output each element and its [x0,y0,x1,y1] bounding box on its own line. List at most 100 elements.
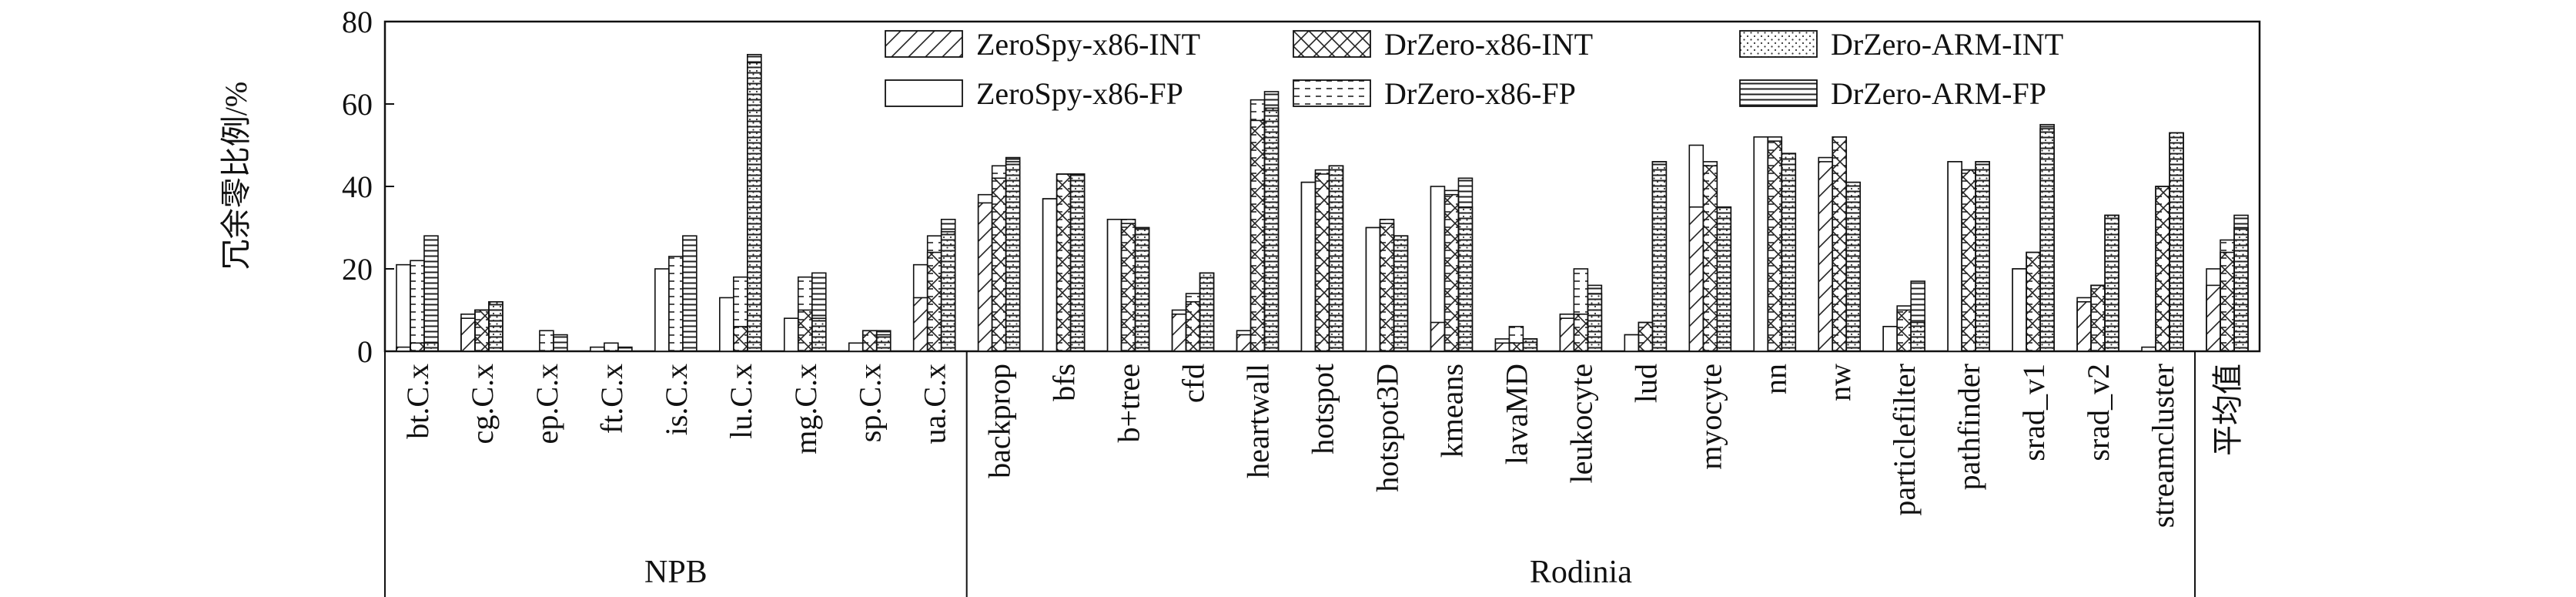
category-label: hotspot3D [1370,364,1404,492]
category-label: heartwall [1241,364,1276,478]
bar-zerospy-x86-int-0 [396,346,411,352]
bar-drzero-arm-int-13 [1263,107,1280,352]
bar-drzero-x86-int-12 [1185,300,1201,352]
y-tick-label: 0 [357,334,373,369]
bar-drzero-arm-int-18 [1587,293,1603,352]
bar-drzero-x86-int-9 [991,177,1007,352]
category-label: bfs [1047,364,1082,401]
category-label: cfd [1176,364,1211,403]
category-label: srad_v1 [2016,364,2051,461]
bar-zerospy-x86-fp-6 [783,317,799,352]
bar-zerospy-x86-fp-25 [2012,268,2027,352]
bar-drzero-arm-fp-10 [1069,173,1086,352]
bar-zerospy-x86-int-22 [1818,161,1834,352]
bar-drzero-x86-int-5 [733,326,748,352]
bar-drzero-arm-fp-15 [1393,235,1409,352]
group-label: Rodinia [1530,555,1632,590]
bar-drzero-x86-fp-2 [539,330,554,352]
legend: ZeroSpy-x86-INT DrZero-x86-INT DrZero-ARM-… [885,27,2063,111]
category-label: kmeans [1434,364,1469,458]
category-label: cg.C.x [465,364,500,444]
legend-label: DrZero-x86-INT [1384,27,1593,62]
bar-drzero-x86-int-11 [1120,223,1136,352]
category-label: hotspot [1306,364,1340,454]
bar-drzero-arm-int-28 [2233,226,2249,352]
bar-drzero-x86-fp-3 [604,342,619,352]
category-label: 平均值 [2210,364,2245,456]
bar-drzero-arm-int-7 [875,334,892,352]
bar-drzero-arm-fp-24 [1975,161,1990,352]
bar-drzero-arm-fp-20 [1716,206,1732,352]
y-tick-label: 20 [342,252,373,287]
bar-drzero-arm-int-9 [1005,161,1021,352]
bar-zerospy-x86-int-26 [2076,300,2092,352]
bar-zerospy-x86-int-28 [2206,284,2221,352]
bar-zerospy-x86-fp-23 [1882,326,1898,352]
bar-drzero-x86-int-20 [1702,165,1718,352]
bar-drzero-x86-fp-26 [2090,284,2106,352]
legend-swatch [1739,79,1818,107]
bar-drzero-x86-fp-24 [1961,169,1976,352]
bar-drzero-arm-int-23 [1910,321,1925,352]
bar-drzero-arm-fp-14 [1328,165,1344,352]
bar-drzero-x86-fp-22 [1832,136,1848,352]
legend-label: ZeroSpy-x86-FP [976,76,1183,111]
bar-drzero-x86-fp-7 [861,330,878,352]
bar-drzero-arm-fp-22 [1845,181,1862,352]
category-label: leukocyte [1564,364,1598,484]
bar-drzero-arm-fp-1 [488,300,503,352]
bar-zerospy-x86-fp-10 [1042,198,1058,352]
bar-drzero-x86-int-8 [926,251,942,352]
group-label: NPB [644,555,708,590]
bar-drzero-x86-int-6 [797,309,813,352]
bar-drzero-x86-int-13 [1250,119,1266,352]
bar-drzero-arm-fp-3 [617,346,633,352]
bar-zerospy-x86-int-1 [460,317,476,352]
legend-swatch [1739,30,1818,58]
category-label: sp.C.x [853,364,888,442]
bar-drzero-arm-int-8 [940,231,956,352]
bar-zerospy-x86-fp-3 [590,346,605,352]
y-tick-label: 40 [342,169,373,204]
category-label: pathfinder [1952,364,1986,490]
legend-swatch [885,79,963,107]
bar-zerospy-x86-fp-27 [2141,346,2156,352]
bar-zerospy-x86-int-17 [1494,342,1510,352]
bar-drzero-x86-fp-4 [668,256,684,352]
bar-drzero-arm-int-25 [2039,128,2055,352]
bar-drzero-arm-fp-21 [1781,153,1797,352]
category-label: b+tree [1112,364,1146,443]
category-label: is.C.x [659,364,694,435]
category-label: streamcluster [2146,364,2180,528]
bar-zerospy-x86-fp-21 [1753,136,1769,352]
category-label: lavaMD [1499,364,1534,465]
bar-drzero-x86-int-21 [1767,140,1783,352]
y-axis-label: 冗余零比例/% [219,82,253,270]
bar-drzero-x86-int-18 [1573,314,1589,352]
y-tick-label: 80 [342,5,373,39]
bar-drzero-x86-int-16 [1444,193,1460,352]
bar-drzero-arm-fp-19 [1651,161,1668,352]
category-label: myocyte [1693,364,1728,470]
bars [396,54,2249,352]
bar-drzero-arm-fp-4 [682,235,698,352]
bar-zerospy-x86-int-18 [1559,317,1575,352]
category-label: particlefilter [1887,364,1922,516]
category-label: backprop [982,364,1017,478]
bar-drzero-arm-fp-12 [1199,272,1215,352]
bar-drzero-x86-int-28 [2220,251,2235,352]
legend-label: DrZero-ARM-INT [1831,27,2063,62]
bar-zerospy-x86-fp-24 [1947,161,1962,352]
bar-zerospy-x86-fp-7 [848,342,864,352]
legend-label: DrZero-x86-FP [1384,76,1576,111]
bar-drzero-arm-int-5 [747,62,762,352]
legend-label: ZeroSpy-x86-INT [976,27,1200,62]
bar-zerospy-x86-fp-11 [1106,218,1122,352]
category-label: ua.C.x [918,364,952,444]
bar-drzero-arm-int-0 [423,342,439,352]
bar-zerospy-x86-int-13 [1236,334,1252,352]
bar-zerospy-x86-int-16 [1430,321,1446,352]
bar-zerospy-x86-fp-0 [396,263,411,352]
bar-zerospy-x86-fp-4 [654,268,670,352]
bar-drzero-arm-fp-17 [1522,338,1538,352]
